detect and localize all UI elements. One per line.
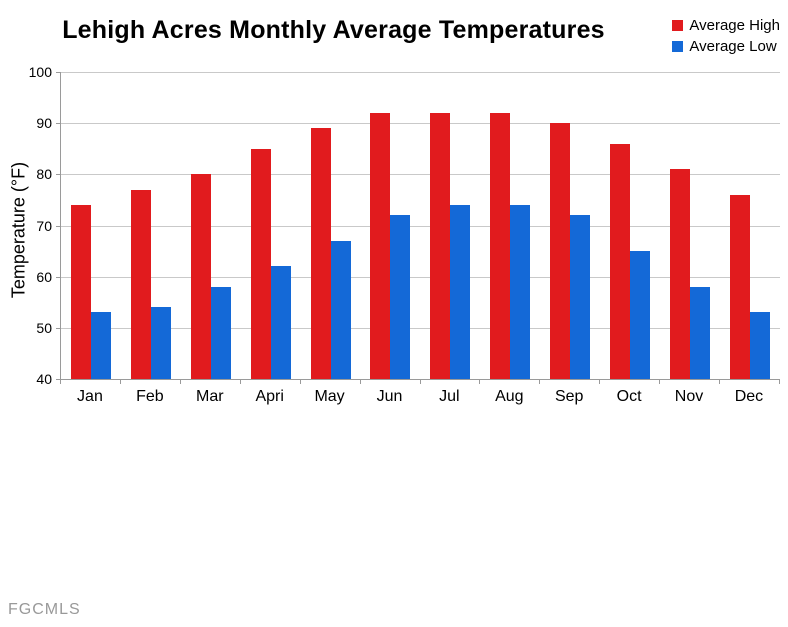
bar-group-feb: [121, 72, 181, 379]
bar-group-nov: [660, 72, 720, 379]
bar-group-jun: [361, 72, 421, 379]
y-tick-label-70: 70: [36, 218, 52, 234]
x-tick-label-aug: Aug: [495, 388, 524, 405]
x-tick-1: [119, 380, 121, 384]
bar-average-high-may: [310, 128, 331, 379]
x-tick-label-dec: Dec: [734, 388, 764, 405]
gridline-60: [61, 277, 780, 278]
bar-group-jan: [61, 72, 121, 379]
bar-average-high-sep: [550, 123, 571, 379]
x-tick-10: [659, 380, 661, 384]
y-tick-label-50: 50: [36, 320, 52, 336]
x-tick-12: [779, 380, 780, 384]
x-tick-label-jan: Jan: [77, 388, 103, 405]
chart-title: Lehigh Acres Monthly Average Temperature…: [62, 16, 605, 44]
y-tick-label-90: 90: [36, 115, 52, 131]
bar-average-high-jan: [70, 205, 91, 379]
bar-average-low-jan: [90, 312, 111, 379]
y-tick-label-40: 40: [36, 371, 52, 387]
legend-label-average-low: Average Low: [689, 38, 777, 55]
bar-average-low-jun: [390, 215, 411, 379]
y-axis-tick-labels: 40 50 60 70 80 90 100: [0, 65, 52, 386]
watermark-text: FGCMLS: [8, 601, 81, 618]
x-tick-4: [299, 380, 301, 384]
x-tick-label-apri: Apri: [255, 388, 284, 405]
bar-group-oct: [600, 72, 660, 379]
bar-average-high-jun: [370, 112, 391, 379]
x-tick-label-jul: Jul: [439, 388, 460, 405]
y-tick-80: [56, 174, 60, 175]
bar-average-low-may: [330, 240, 351, 379]
legend-item-average-high: Average High: [672, 17, 780, 34]
y-tick-label-60: 60: [36, 269, 52, 285]
x-tick-label-sep: Sep: [554, 388, 584, 405]
legend-swatch-low-icon: [672, 41, 684, 52]
x-tick-0: [60, 380, 61, 384]
y-tick-60: [56, 277, 60, 278]
x-tick-6: [419, 380, 421, 384]
bar-average-low-mar: [210, 286, 231, 379]
x-tick-label-mar: Mar: [195, 388, 224, 405]
x-tick-3: [239, 380, 241, 384]
gridline-70: [61, 226, 780, 227]
bar-average-low-aug: [510, 205, 531, 379]
x-tick-5: [359, 380, 361, 384]
x-tick-8: [539, 380, 541, 384]
y-tick-100: [56, 72, 60, 73]
bar-group-jul: [420, 72, 480, 379]
x-tick-7: [479, 380, 481, 384]
bar-average-low-oct: [630, 251, 651, 379]
x-tick-label-oct: Oct: [616, 388, 642, 405]
bar-average-high-feb: [130, 189, 151, 379]
x-tick-9: [599, 380, 601, 384]
x-tick-label-jun: Jun: [376, 388, 403, 405]
bar-group-aug: [480, 72, 540, 379]
gridline-50: [61, 328, 780, 329]
plot-area: [56, 72, 780, 384]
y-tick-label-100: 100: [28, 64, 52, 80]
bar-average-high-oct: [610, 143, 631, 379]
y-tick-90: [56, 123, 60, 124]
bar-group-sep: [540, 72, 600, 379]
bar-average-high-jul: [430, 112, 451, 379]
bar-average-high-apri: [250, 148, 271, 379]
gridline-100: [61, 72, 780, 73]
bar-average-low-nov: [690, 286, 711, 379]
legend-swatch-high-icon: [672, 20, 684, 31]
y-tick-label-80: 80: [36, 166, 52, 182]
bar-average-low-jul: [450, 205, 471, 379]
y-tick-40: [56, 379, 60, 380]
y-tick-70: [56, 226, 60, 227]
bar-average-high-dec: [729, 194, 750, 379]
legend-label-average-high: Average High: [689, 17, 780, 34]
x-axis-tick-labels: Jan Feb Mar Apri May Jun Jul Aug Sep Oct Nov Dec: [60, 388, 779, 406]
x-tick-2: [179, 380, 181, 384]
bar-group-apri: [241, 72, 301, 379]
bar-average-high-mar: [190, 174, 211, 379]
x-tick-label-may: May: [314, 388, 345, 405]
bar-average-low-sep: [570, 215, 591, 379]
y-tick-50: [56, 328, 60, 329]
bars-container: [61, 72, 780, 379]
bar-average-low-apri: [270, 266, 291, 379]
gridline-90: [61, 123, 780, 124]
bar-group-may: [301, 72, 361, 379]
legend: Average High Average Low: [672, 17, 780, 59]
bar-group-dec: [720, 72, 780, 379]
x-tick-label-nov: Nov: [674, 388, 704, 405]
bar-group-mar: [181, 72, 241, 379]
x-tick-11: [719, 380, 721, 384]
x-tick-label-feb: Feb: [136, 388, 164, 405]
gridline-80: [61, 174, 780, 175]
bar-average-high-aug: [490, 112, 511, 379]
bar-average-high-nov: [670, 169, 691, 379]
bar-average-low-feb: [150, 307, 171, 379]
legend-item-average-low: Average Low: [672, 38, 780, 55]
bar-average-low-dec: [749, 312, 770, 379]
